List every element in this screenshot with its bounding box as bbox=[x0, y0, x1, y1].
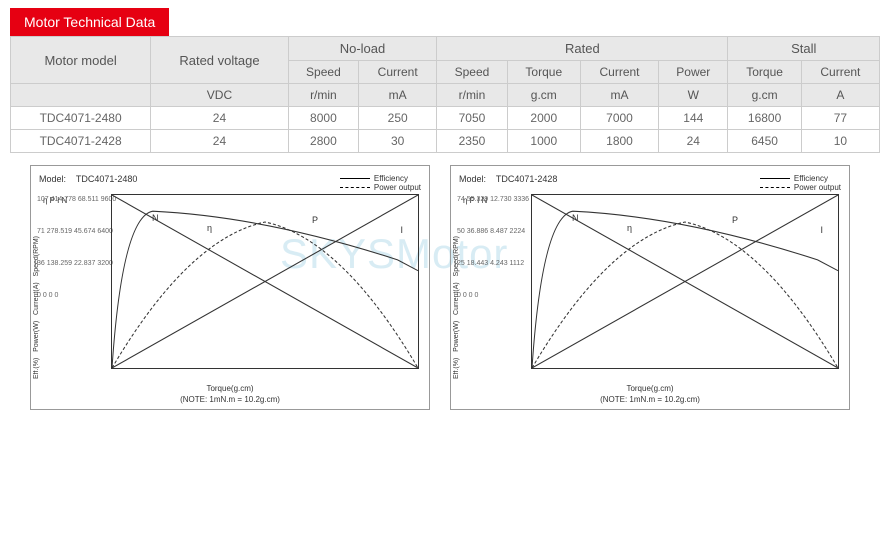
motor-data-table: Motor model Rated voltage No-load Rated … bbox=[10, 36, 880, 153]
cell: 1800 bbox=[580, 130, 658, 153]
section-header: Motor Technical Data bbox=[10, 8, 169, 36]
cell: 10 bbox=[801, 130, 879, 153]
curve-i: I bbox=[820, 225, 823, 235]
unit-ma: mA bbox=[359, 84, 437, 107]
unit-a: A bbox=[801, 84, 879, 107]
col-rated: Rated bbox=[437, 37, 728, 61]
unit-rmin: r/min bbox=[437, 84, 507, 107]
cell: TDC4071-2428 bbox=[11, 130, 151, 153]
plot-area: N η P I bbox=[531, 194, 839, 369]
sub-power: Power bbox=[659, 61, 728, 84]
cell: 2000 bbox=[507, 107, 580, 130]
cell: 7000 bbox=[580, 107, 658, 130]
unit-rmin: r/min bbox=[288, 84, 358, 107]
unit-gcm: g.cm bbox=[728, 84, 801, 107]
cell: TDC4071-2480 bbox=[11, 107, 151, 130]
legend-power: Power output bbox=[760, 183, 841, 192]
sub-current: Current bbox=[359, 61, 437, 84]
unit-blank bbox=[11, 84, 151, 107]
unit-gcm: g.cm bbox=[507, 84, 580, 107]
chart-note: (NOTE: 1mN.m = 10.2g.cm) bbox=[600, 395, 700, 404]
charts-container: Model: TDC4071-2480 Efficiency Power out… bbox=[30, 165, 865, 410]
legend-efficiency: Efficiency bbox=[340, 174, 421, 183]
y-axis-ticks: 74 55.329 12.730 333650 36.886 8.487 222… bbox=[457, 196, 529, 324]
cell: 77 bbox=[801, 107, 879, 130]
sub-speed: Speed bbox=[437, 61, 507, 84]
col-voltage: Rated voltage bbox=[151, 37, 289, 84]
col-stall: Stall bbox=[728, 37, 880, 61]
cell: 24 bbox=[151, 107, 289, 130]
curve-n: N bbox=[572, 213, 579, 223]
sub-torque: Torque bbox=[728, 61, 801, 84]
model-label: Model: bbox=[459, 174, 486, 184]
sub-torque: Torque bbox=[507, 61, 580, 84]
curve-eta: η bbox=[627, 223, 632, 233]
unit-w: W bbox=[659, 84, 728, 107]
cell: 250 bbox=[359, 107, 437, 130]
cell: 1000 bbox=[507, 130, 580, 153]
curve-n: N bbox=[152, 213, 159, 223]
plot-area: N η P I bbox=[111, 194, 419, 369]
sub-current: Current bbox=[580, 61, 658, 84]
motor-chart: Model: TDC4071-2428 Efficiency Power out… bbox=[450, 165, 850, 410]
cell: 30 bbox=[359, 130, 437, 153]
curve-p: P bbox=[312, 215, 318, 225]
sub-current: Current bbox=[801, 61, 879, 84]
motor-chart: Model: TDC4071-2480 Efficiency Power out… bbox=[30, 165, 430, 410]
cell: 7050 bbox=[437, 107, 507, 130]
col-model: Motor model bbox=[11, 37, 151, 84]
x-label: Torque(g.cm) bbox=[626, 384, 673, 393]
model-value: TDC4071-2428 bbox=[496, 174, 558, 184]
cell: 16800 bbox=[728, 107, 801, 130]
table-row: TDC4071-24282428003023501000180024645010 bbox=[11, 130, 880, 153]
table-body: TDC4071-24802480002507050200070001441680… bbox=[11, 107, 880, 153]
col-noload: No-load bbox=[288, 37, 437, 61]
table-row: TDC4071-24802480002507050200070001441680… bbox=[11, 107, 880, 130]
cell: 2800 bbox=[288, 130, 358, 153]
sub-speed: Speed bbox=[288, 61, 358, 84]
axis-labels: Eff.(%) Power(W) Current(A) Speed(RPM) bbox=[33, 236, 40, 379]
curve-p: P bbox=[732, 215, 738, 225]
unit-vdc: VDC bbox=[151, 84, 289, 107]
axis-labels: Eff.(%) Power(W) Current(A) Speed(RPM) bbox=[453, 236, 460, 379]
cell: 24 bbox=[659, 130, 728, 153]
chart-note: (NOTE: 1mN.m = 10.2g.cm) bbox=[180, 395, 280, 404]
unit-ma: mA bbox=[580, 84, 658, 107]
cell: 24 bbox=[151, 130, 289, 153]
cell: 6450 bbox=[728, 130, 801, 153]
legend-efficiency: Efficiency bbox=[760, 174, 841, 183]
legend-power: Power output bbox=[340, 183, 421, 192]
cell: 2350 bbox=[437, 130, 507, 153]
curve-i: I bbox=[400, 225, 403, 235]
model-label: Model: bbox=[39, 174, 66, 184]
cell: 8000 bbox=[288, 107, 358, 130]
cell: 144 bbox=[659, 107, 728, 130]
model-value: TDC4071-2480 bbox=[76, 174, 138, 184]
y-axis-ticks: 107 414.778 68.511 960071 278.519 45.674… bbox=[37, 196, 116, 324]
x-label: Torque(g.cm) bbox=[206, 384, 253, 393]
curve-eta: η bbox=[207, 223, 212, 233]
